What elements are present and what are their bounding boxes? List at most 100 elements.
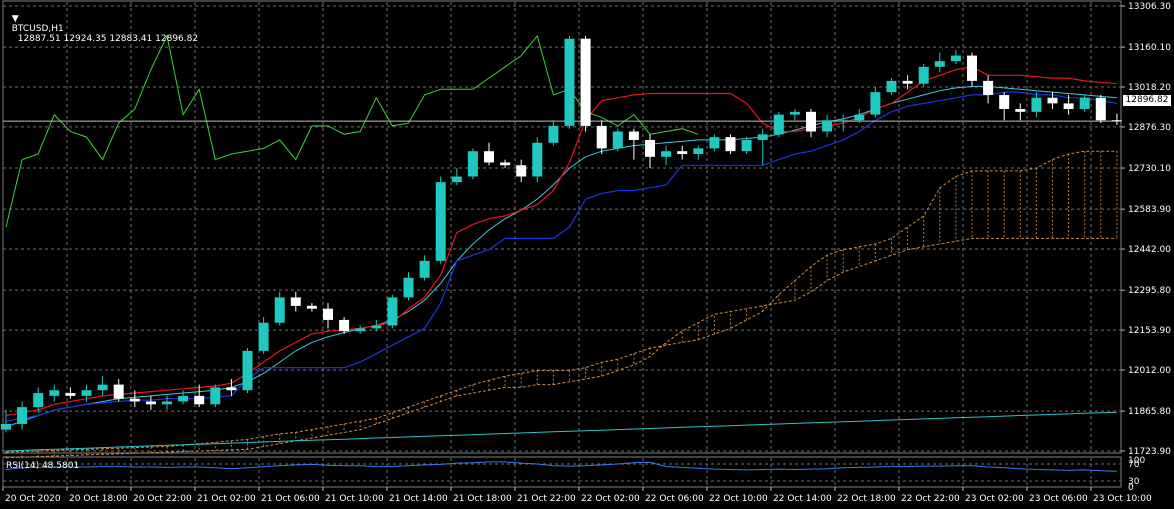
candle: [854, 109, 865, 124]
candle-body: [950, 55, 961, 62]
candle: [290, 291, 301, 312]
candle: [532, 137, 543, 183]
candle: [274, 291, 285, 326]
x-tick-label: 22 Oct 14:00: [773, 494, 832, 504]
candle-body: [1015, 109, 1026, 112]
candle-body: [999, 94, 1010, 110]
candle: [371, 319, 382, 332]
candle: [1031, 92, 1042, 118]
candle: [419, 255, 430, 281]
candle: [918, 64, 929, 87]
y-tick-label: 11723.90: [1128, 447, 1171, 457]
candle-body: [1111, 120, 1122, 122]
candle: [1063, 94, 1074, 115]
candle: [983, 75, 994, 104]
candle: [789, 109, 800, 121]
candle: [210, 384, 221, 408]
candle: [242, 348, 253, 394]
candle: [934, 52, 945, 73]
candle-body: [1031, 97, 1042, 112]
candle-body: [612, 131, 623, 149]
candle-body: [806, 111, 816, 132]
candle-body: [467, 151, 478, 177]
candle-body: [419, 260, 430, 278]
candle: [822, 114, 833, 138]
chart-grid: [2, 0, 1122, 491]
candle: [323, 303, 333, 329]
y-tick-label: 13018.20: [1128, 83, 1171, 93]
rsi-tick-label: 30: [1128, 477, 1140, 487]
x-tick-label: 21 Oct 02:00: [197, 494, 256, 504]
candle-body: [162, 401, 172, 405]
rsi-tick-label: 70: [1128, 460, 1140, 470]
x-tick-label: 21 Oct 22:00: [517, 494, 576, 504]
y-tick-label: 13160.10: [1128, 43, 1171, 53]
candle-body: [145, 401, 156, 405]
candle-body: [435, 182, 446, 261]
candle: [741, 137, 752, 155]
collapse-triangle-icon[interactable]: ▼: [11, 14, 19, 24]
candle: [1079, 94, 1090, 112]
x-tick-label: 21 Oct 10:00: [325, 494, 384, 504]
candle-body: [838, 120, 849, 122]
candle: [773, 111, 784, 138]
candle-body: [757, 134, 768, 140]
rsi-header: RSI(14) 48.5801: [6, 461, 80, 471]
candle-body: [387, 297, 398, 326]
ichimoku-cloud: [5, 150, 1118, 459]
candle-body: [822, 120, 833, 132]
candle-body: [902, 80, 913, 84]
candle-body: [918, 66, 929, 84]
chikou-span-line: [5, 34, 699, 228]
x-tick-label: 21 Oct 06:00: [261, 494, 320, 504]
candle: [580, 35, 591, 132]
candle: [999, 92, 1010, 121]
candle-body: [339, 319, 350, 332]
candle-body: [709, 137, 720, 149]
candle: [757, 128, 768, 166]
candle: [339, 317, 350, 334]
candle: [194, 384, 205, 408]
y-tick-label: 12012.00: [1128, 366, 1171, 376]
candle-body: [983, 80, 994, 95]
candle-body: [355, 328, 366, 332]
ohlc-values: 12887.51 12924.35 12883.41 12896.82: [17, 34, 199, 44]
y-tick-label: 12583.90: [1128, 205, 1171, 215]
time-axis: 20 Oct 2020 20 Oct 18:00 20 Oct 22:00 21 Oc…: [2, 487, 1152, 504]
indicator-lines: [3, 34, 1121, 452]
candle-body: [854, 114, 865, 121]
candle-body: [242, 350, 253, 391]
candle-body: [113, 384, 124, 399]
candle: [81, 384, 92, 402]
candle: [564, 35, 575, 129]
candle-body: [323, 308, 333, 320]
candle: [17, 401, 28, 430]
x-tick-label: 23 Oct 06:00: [1029, 494, 1088, 504]
candle-body: [773, 114, 784, 135]
candle: [178, 390, 189, 405]
candle: [355, 325, 366, 334]
main-panel-border: [2, 0, 1122, 454]
candle-body: [17, 407, 28, 424]
rsi-panel-border: [2, 456, 1122, 488]
candle-body: [1079, 97, 1090, 110]
y-tick-label: 13306.30: [1128, 2, 1171, 12]
candle: [65, 387, 76, 399]
candle-body: [33, 393, 44, 408]
candle-body: [290, 297, 301, 306]
candle-body: [789, 111, 800, 115]
candle: [967, 52, 977, 87]
x-tick-label: 21 Oct 14:00: [389, 494, 448, 504]
candle-body: [1063, 103, 1074, 110]
candle-body: [484, 151, 494, 163]
rsi-tick-label: 0: [1128, 483, 1134, 493]
candle: [49, 384, 60, 402]
rsi-tick-label: 100: [1128, 456, 1145, 466]
x-tick-label: 23 Oct 10:00: [1093, 494, 1152, 504]
candle-body: [65, 393, 76, 396]
candle-body: [628, 131, 639, 140]
y-tick-label: 12442.00: [1128, 245, 1171, 255]
candle: [950, 49, 961, 65]
candle-body: [97, 384, 108, 391]
candle-body: [516, 165, 527, 177]
